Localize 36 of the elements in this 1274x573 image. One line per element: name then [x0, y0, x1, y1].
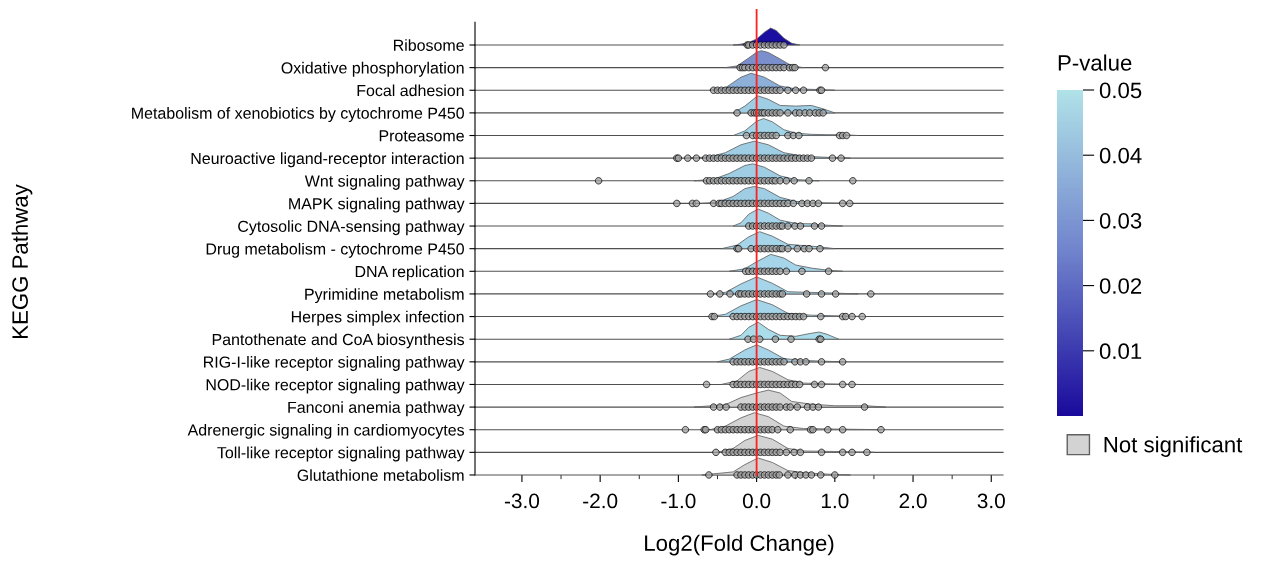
- color-bar-label: 0.01: [1099, 343, 1142, 360]
- x-tick-label: 1.0: [821, 493, 849, 509]
- y-axis-title: Neuroactive ligand-receptor interaction: [191, 152, 464, 168]
- legend-label: Not significant: [1104, 436, 1243, 457]
- y-axis-title: Focal adhesion: [357, 84, 464, 97]
- y-axis-title: Oxidative phosphorylation: [281, 61, 464, 77]
- color-bar-label: 0.02: [1099, 278, 1142, 294]
- y-axis-title: Fanconi anemia pathway: [288, 401, 465, 417]
- y-axis-title: Adrenergic signaling in cardiomyocytes: [187, 423, 465, 439]
- x-tick-label: 3.0: [977, 493, 1005, 509]
- y-axis-title: Glutathione metabolism: [297, 469, 464, 481]
- x-axis-title: Log2(Fold Change): [645, 534, 834, 556]
- y-axis-title: Cytosolic DNA-sensing pathway: [238, 220, 465, 236]
- y-axis-title: Herpes simplex infection: [291, 310, 464, 326]
- y-axis-title: Pyrimidine metabolism: [305, 288, 464, 304]
- y-axis-title: DNA replication: [355, 265, 464, 281]
- y-axis-title: Metabolism of xenobiotics by cytochrome P450: [132, 107, 464, 122]
- y-axis-title: Pantothenate and CoA biosynthesis: [212, 333, 465, 349]
- x-tick-label: -3.0: [504, 493, 540, 509]
- y-axis-title: NOD-like receptor signaling pathway: [206, 378, 465, 394]
- color-bar-label: 0.04: [1099, 147, 1142, 164]
- y-axis-title: RIG-I-like receptor signaling pathway: [204, 356, 465, 371]
- y-axis-title: Ribosome: [393, 39, 464, 51]
- x-tick-label: 0.0: [742, 493, 771, 509]
- y-axis-title: Proteasome: [379, 130, 464, 142]
- x-tick-label: -1.0: [661, 493, 696, 509]
- color-bar-label: 0.03: [1099, 212, 1142, 229]
- text: KEGG Pathway: [11, 184, 33, 338]
- y-axis-title: Wnt signaling pathway: [304, 174, 465, 190]
- y-axis-title: MAPK signaling pathway: [289, 197, 465, 213]
- x-tick-label: -2.0: [583, 493, 618, 509]
- y-axis-title: Toll-like receptor signaling pathway: [217, 446, 465, 462]
- x-tick-label: 2.0: [899, 493, 927, 509]
- y-axis-title: Drug metabolism - cytochrome P450: [206, 242, 464, 258]
- color-bar-label: 0.05: [1099, 82, 1142, 99]
- color-bar-title: P-value: [1058, 54, 1132, 71]
